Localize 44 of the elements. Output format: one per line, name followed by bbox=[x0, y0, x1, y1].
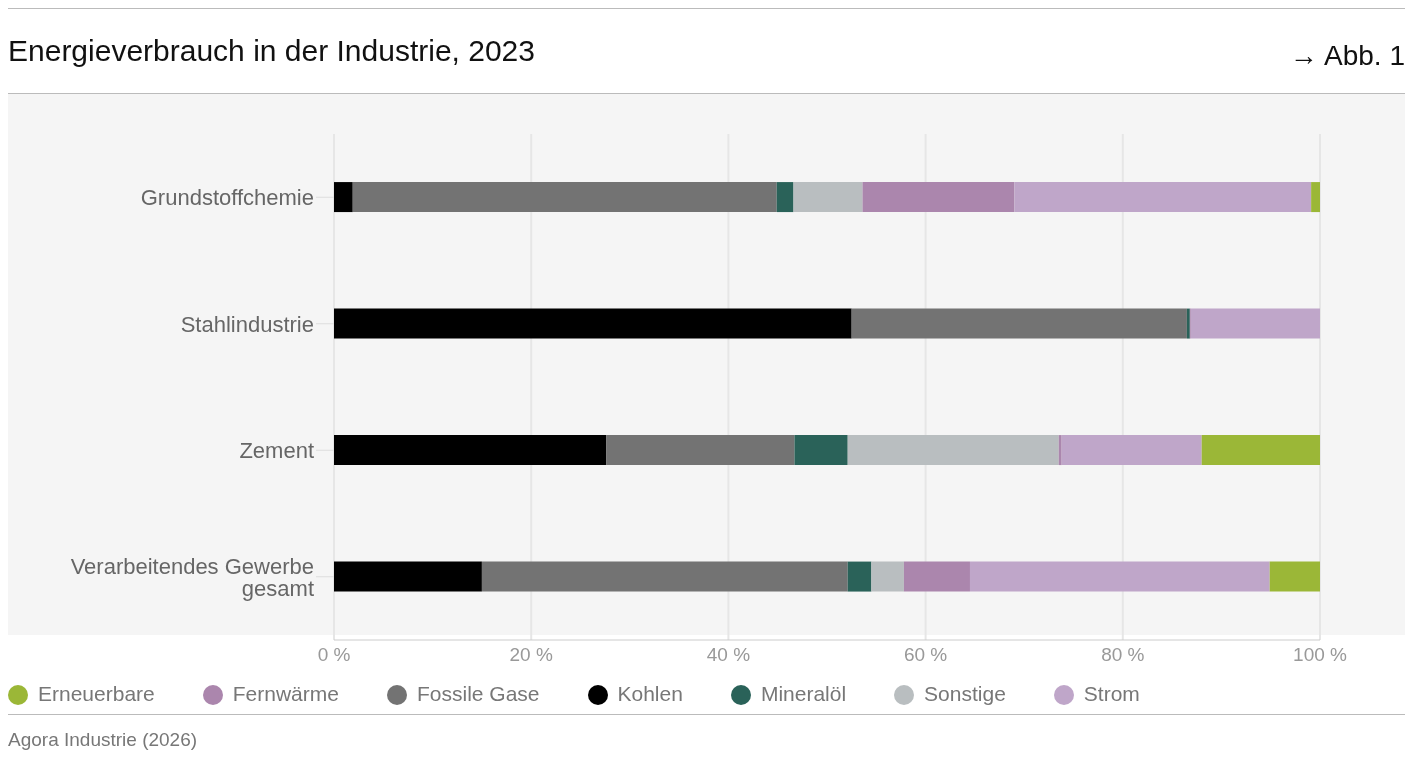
legend-label: Fernwärme bbox=[232, 682, 339, 705]
bar bbox=[1058, 435, 1062, 466]
bar bbox=[352, 182, 777, 213]
bar bbox=[1311, 182, 1320, 213]
x-tick-label: 80 % bbox=[1101, 644, 1145, 666]
legend-label: Kohlen bbox=[617, 682, 683, 705]
y-tick-label: Grundstoffchemie bbox=[140, 185, 314, 211]
legend-label: Strom bbox=[1083, 682, 1140, 705]
x-tick-label: 100 % bbox=[1293, 644, 1348, 666]
bar bbox=[1190, 308, 1320, 339]
bar bbox=[334, 435, 607, 466]
bar bbox=[776, 182, 794, 213]
x-tick-label: 60 % bbox=[903, 644, 948, 666]
y-tick-label: Stahlindustrie bbox=[180, 311, 314, 337]
legend-label: Sonstige bbox=[924, 682, 1006, 705]
bar bbox=[1269, 561, 1320, 592]
bar bbox=[1201, 435, 1320, 466]
bar bbox=[862, 182, 1015, 213]
bar bbox=[334, 561, 482, 592]
bar bbox=[847, 561, 872, 592]
bar bbox=[334, 182, 353, 213]
x-tick-label: 0 % bbox=[317, 644, 351, 666]
bar bbox=[794, 435, 848, 466]
legend-label: Fossile Gase bbox=[416, 682, 540, 705]
bar bbox=[847, 435, 1059, 466]
y-tick-label: Zement bbox=[239, 438, 314, 464]
bar bbox=[481, 561, 848, 592]
bar bbox=[969, 561, 1270, 592]
text: Agora Industrie (2026) bbox=[8, 714, 1405, 751]
x-tick-label: 40 % bbox=[706, 644, 751, 666]
bar bbox=[851, 308, 1187, 339]
legend-label: Erneuerbare bbox=[38, 682, 155, 705]
chart-title: Energieverbrauch in der Industrie, 2023 bbox=[8, 34, 535, 68]
bar bbox=[606, 435, 795, 466]
x-tick-label: 20 % bbox=[509, 644, 553, 666]
bar bbox=[334, 308, 852, 339]
y-tick-label: Verarbeitendes Gewerbe gesamt bbox=[70, 553, 314, 601]
legend-label: Mineralöl bbox=[760, 682, 847, 705]
bar bbox=[793, 182, 863, 213]
text: → Abb. 1 bbox=[1289, 40, 1405, 72]
bar bbox=[1061, 435, 1202, 466]
bar bbox=[871, 561, 904, 592]
bar bbox=[1014, 182, 1312, 213]
bar bbox=[903, 561, 970, 592]
